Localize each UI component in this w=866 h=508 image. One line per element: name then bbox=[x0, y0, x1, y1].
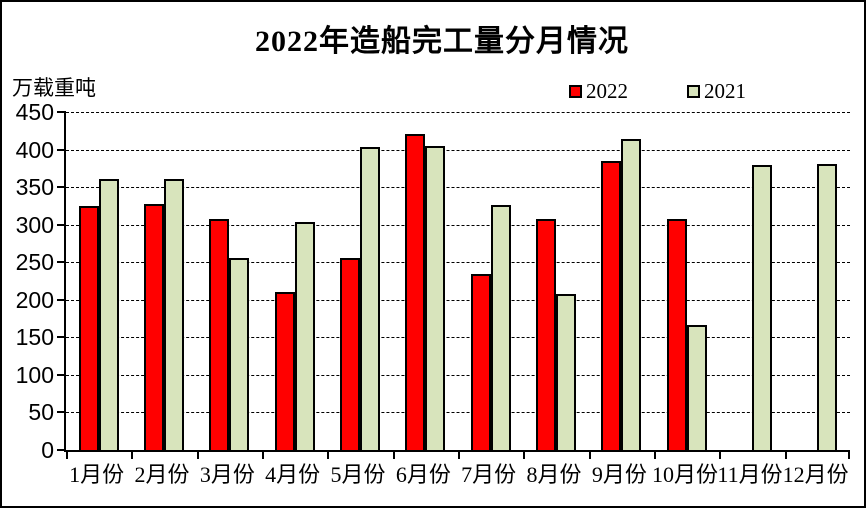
x-axis-tick-4 bbox=[327, 452, 330, 459]
x-axis-tick-2 bbox=[196, 452, 199, 459]
y-axis-tick-label-100: 100 bbox=[15, 361, 54, 388]
bar-2021-month-12 bbox=[817, 163, 838, 450]
bar-2021-month-9 bbox=[621, 139, 642, 450]
bar-2021-month-10 bbox=[686, 324, 707, 450]
gridline-100 bbox=[66, 374, 850, 376]
x-axis-tick-10 bbox=[719, 452, 722, 459]
bar-2021-month-3 bbox=[229, 257, 250, 450]
bar-2022-month-3 bbox=[209, 218, 230, 450]
gridline-350 bbox=[66, 187, 850, 189]
x-axis-tick-3 bbox=[262, 452, 264, 459]
x-axis-label-11: 11月份 bbox=[717, 462, 783, 487]
x-axis-tick-5 bbox=[392, 452, 395, 459]
y-axis-tick-label-450: 450 bbox=[15, 99, 54, 125]
bar-2022-month-8 bbox=[536, 218, 556, 450]
bar-2021-month-11 bbox=[752, 164, 772, 450]
x-axis-label-5: 5月份 bbox=[330, 462, 386, 487]
bar-2021-month-4 bbox=[294, 222, 315, 450]
chart-title: 2022年造船完工量分月情况 bbox=[255, 25, 629, 58]
gridline-300 bbox=[66, 224, 850, 226]
y-axis-tick-0 bbox=[57, 449, 66, 451]
x-axis-tick-12 bbox=[848, 452, 850, 459]
legend-label-2021: 2021 bbox=[704, 79, 746, 103]
y-axis-unit-label: 万载重吨 bbox=[12, 77, 96, 100]
bar-2022-month-9 bbox=[601, 160, 622, 450]
bar-2021-month-2 bbox=[164, 178, 184, 450]
y-axis-tick-150 bbox=[57, 336, 66, 339]
x-axis-label-4: 4月份 bbox=[265, 462, 321, 487]
x-axis-label-8: 8月份 bbox=[526, 462, 582, 487]
y-axis-tick-300 bbox=[57, 223, 66, 226]
bar-2022-month-1 bbox=[78, 205, 99, 450]
gridline-400 bbox=[66, 149, 850, 151]
x-axis-label-10: 10月份 bbox=[652, 462, 719, 487]
x-axis-label-3: 3月份 bbox=[199, 462, 255, 487]
y-axis-tick-100 bbox=[57, 373, 66, 376]
x-axis-label-9: 9月份 bbox=[591, 462, 647, 487]
y-axis-tick-label-50: 50 bbox=[28, 399, 54, 426]
x-axis-label-12: 12月份 bbox=[782, 462, 849, 487]
bar-2022-month-4 bbox=[274, 292, 295, 450]
gridline-450 bbox=[66, 112, 850, 113]
bar-2021-month-6 bbox=[425, 145, 446, 450]
x-axis-label-6: 6月份 bbox=[395, 462, 451, 487]
y-axis-labels: 0 50 100 150 200 250 300 350 400 450 bbox=[2, 101, 54, 472]
gridline-50 bbox=[66, 412, 850, 414]
gridline-250 bbox=[66, 262, 850, 264]
y-axis-tick-450 bbox=[57, 111, 66, 113]
y-axis-tick-label-0: 0 bbox=[41, 437, 54, 463]
y-axis-tick-label-200: 200 bbox=[15, 286, 54, 313]
y-axis-tick-50 bbox=[57, 411, 66, 414]
y-axis-tick-label-300: 300 bbox=[15, 211, 54, 238]
legend: 2022 2021 bbox=[569, 81, 746, 102]
legend-swatch-2021 bbox=[687, 85, 700, 98]
bar-2021-month-7 bbox=[490, 205, 511, 450]
x-axis-label-1: 1月份 bbox=[69, 462, 125, 487]
bar-2022-month-5 bbox=[340, 257, 360, 450]
x-axis-labels: 1月份 2月份 3月份 4月份 5月份 6月份 7月份 8月份 9月份 10月份 11月份 12月份 bbox=[64, 462, 849, 492]
bar-2021-month-8 bbox=[556, 293, 576, 450]
x-axis-tick-0 bbox=[66, 452, 68, 459]
legend-swatch-2022 bbox=[569, 85, 582, 98]
legend-item-2021: 2021 bbox=[687, 81, 746, 102]
x-axis-tick-1 bbox=[131, 452, 134, 459]
bar-2022-month-7 bbox=[470, 273, 491, 450]
bar-2021-month-5 bbox=[360, 146, 380, 450]
y-axis-tick-label-350: 350 bbox=[15, 174, 54, 201]
gridline-200 bbox=[66, 299, 850, 301]
y-axis-tick-label-250: 250 bbox=[15, 249, 54, 276]
x-axis-tick-6 bbox=[458, 452, 460, 459]
legend-label-2022: 2022 bbox=[586, 79, 628, 103]
y-axis-tick-label-400: 400 bbox=[15, 136, 54, 163]
gridline-150 bbox=[66, 337, 850, 339]
y-axis-tick-200 bbox=[57, 298, 66, 301]
plot-area bbox=[57, 111, 850, 459]
x-axis-tick-11 bbox=[784, 452, 787, 459]
y-axis-tick-400 bbox=[57, 148, 66, 151]
bar-2022-month-10 bbox=[666, 219, 687, 450]
x-axis-label-2: 2月份 bbox=[134, 462, 190, 487]
x-axis-tick-8 bbox=[588, 452, 591, 459]
bar-2022-month-6 bbox=[405, 133, 426, 450]
bar-2021-month-1 bbox=[98, 178, 119, 450]
y-axis-tick-label-150: 150 bbox=[15, 324, 54, 351]
legend-item-2022: 2022 bbox=[569, 81, 628, 102]
bar-2022-month-2 bbox=[144, 204, 164, 450]
y-axis-tick-350 bbox=[57, 186, 66, 189]
y-axis-tick-250 bbox=[57, 261, 66, 264]
x-axis-tick-9 bbox=[654, 452, 656, 459]
x-axis-tick-7 bbox=[523, 452, 526, 459]
x-axis-label-7: 7月份 bbox=[461, 462, 517, 487]
